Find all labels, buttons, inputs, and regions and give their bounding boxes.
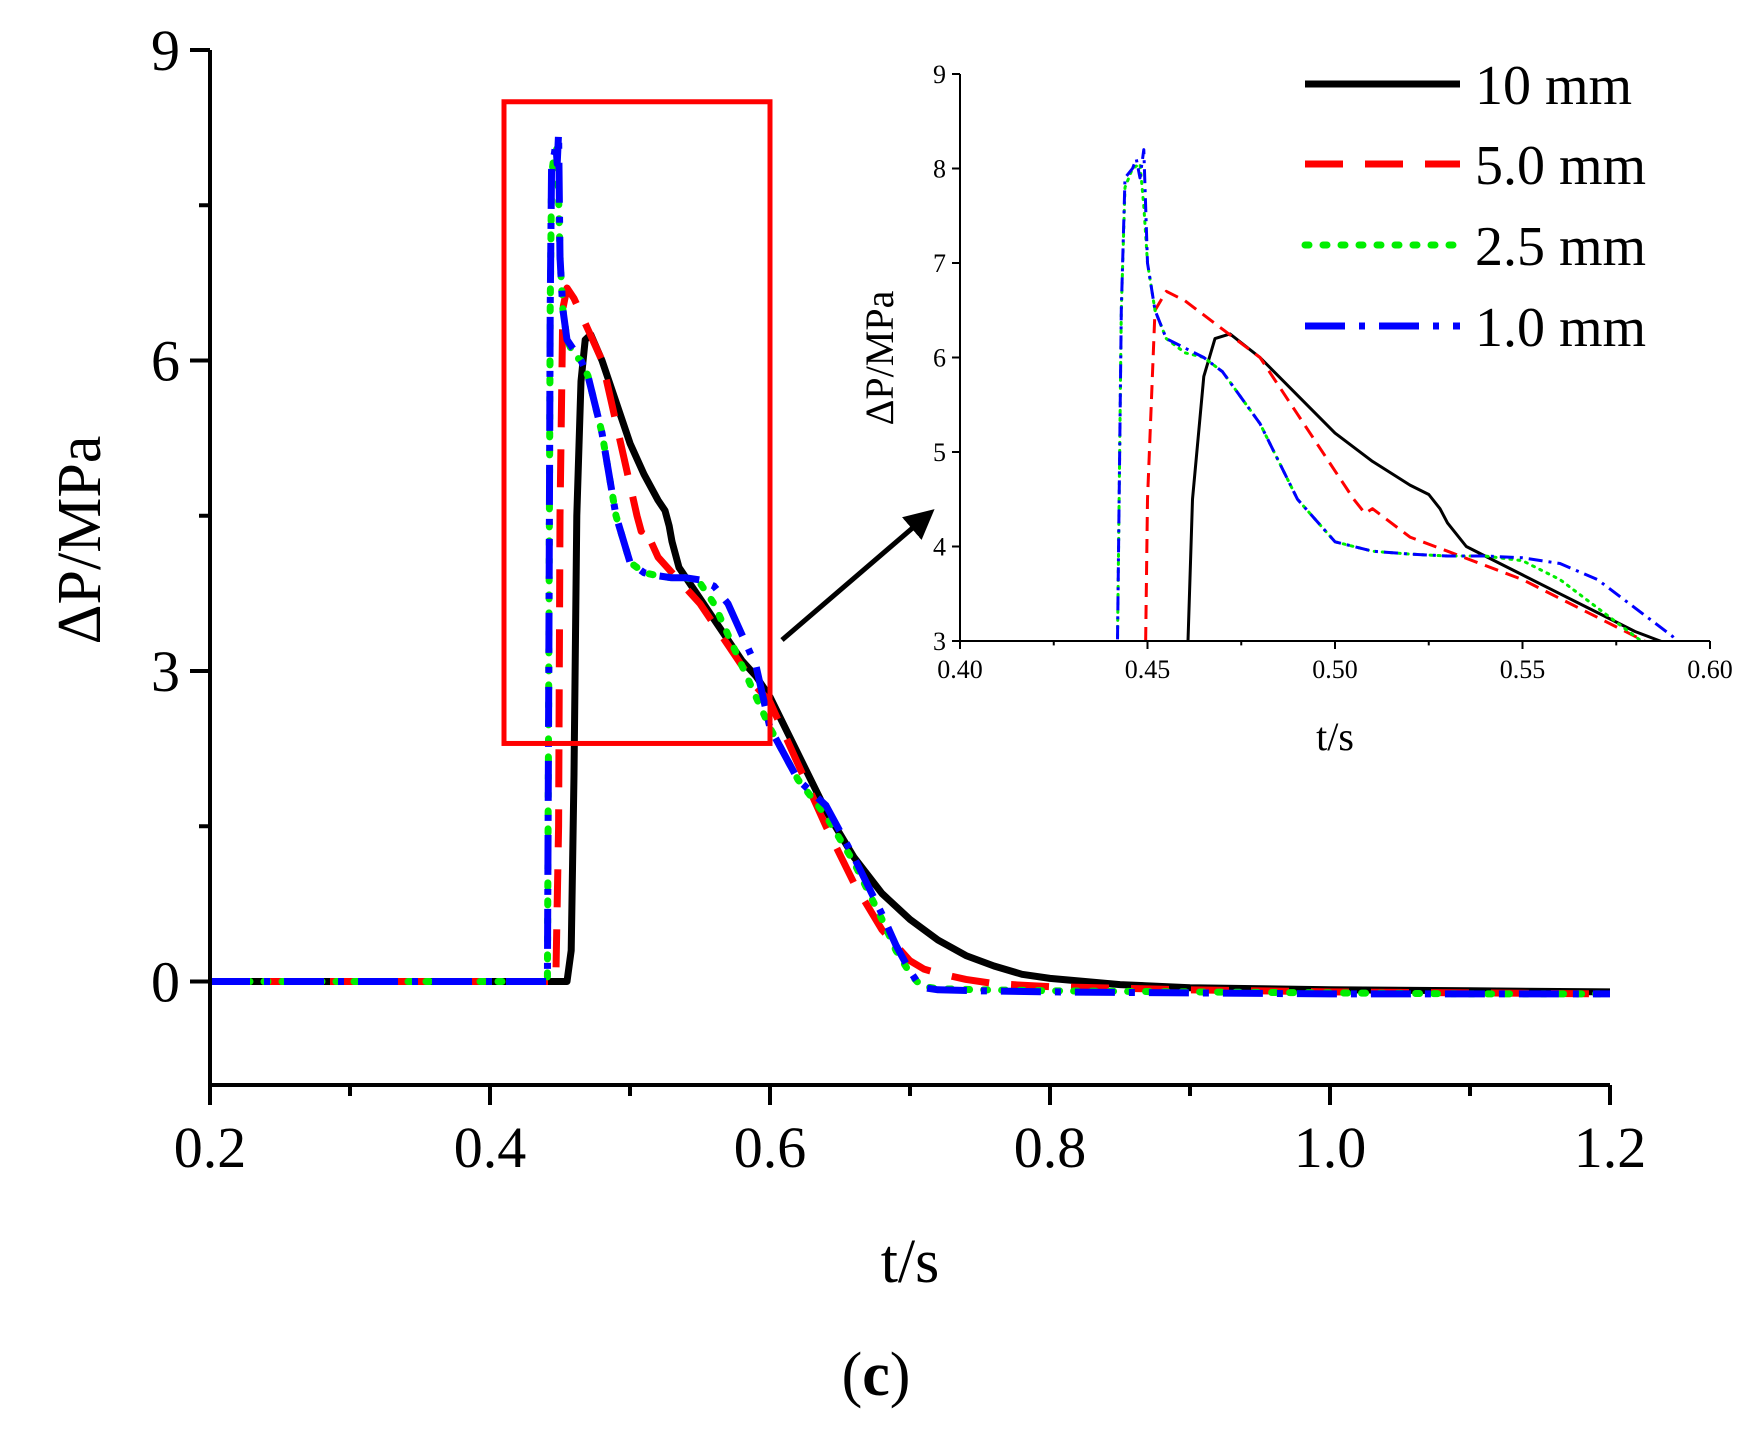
inset-x-axis-label: t/s (1316, 714, 1354, 759)
main-x-axis-label: t/s (881, 1228, 940, 1296)
inset-y-tick-label: 9 (933, 60, 946, 89)
main-x-tick-label: 1.2 (1574, 1115, 1647, 1180)
inset-tick-labels: 0.40 0.45 0.50 0.55 0.60 3 4 5 6 7 8 9 (933, 60, 1733, 684)
zoom-region-box (501, 99, 773, 746)
main-x-tick-label: 1.0 (1294, 1115, 1367, 1180)
main-y-tick-label: 6 (151, 329, 180, 394)
main-x-tick-label: 0.4 (454, 1115, 527, 1180)
panel-label: (c) (842, 1341, 911, 1409)
main-x-tick-label: 0.6 (734, 1115, 807, 1180)
main-series-line-5-0mm (210, 284, 1610, 998)
main-y-tick-label: 0 (151, 950, 180, 1015)
legend-label-5mm: 5.0 mm (1475, 135, 1646, 197)
inset-x-tick-label: 0.45 (1125, 655, 1171, 684)
main-chart: 0.2 0.4 0.6 0.8 1.0 1.2 0 3 6 9 t/s ΔP/MPa (46, 18, 1646, 1296)
legend-label-10mm: 10 mm (1475, 55, 1632, 117)
inset-y-tick-label: 6 (933, 344, 946, 373)
inset-x-tick-label: 0.60 (1687, 655, 1733, 684)
panel-label-letter: c (862, 1341, 890, 1409)
main-y-axis-label: ΔP/MPa (46, 436, 114, 645)
inset-series-line-2-5mm (1115, 162, 1644, 641)
legend: 10 mm 5.0 mm 2.5 mm 1.0 mm (1301, 55, 1646, 359)
panel-label-close: ) (890, 1341, 911, 1409)
main-y-tick-label: 9 (151, 18, 180, 83)
main-series-line-2-5mm (210, 144, 1610, 998)
inset-series-line-10mm (1186, 332, 1665, 641)
panel-label-open: ( (842, 1341, 863, 1409)
main-tick-labels: 0.2 0.4 0.6 0.8 1.0 1.2 0 3 6 9 (151, 18, 1646, 1180)
zoom-arrow (780, 509, 935, 642)
main-y-tick-label: 3 (151, 639, 180, 704)
main-series-group (210, 129, 1610, 998)
inset-x-tick-label: 0.50 (1312, 655, 1358, 684)
inset-y-tick-label: 3 (933, 627, 946, 656)
inset-y-axis-label: ΔP/MPa (857, 290, 902, 425)
main-series-line-1-0mm (210, 129, 1610, 998)
main-series-line-10mm (210, 331, 1610, 996)
main-x-tick-label: 0.2 (174, 1115, 247, 1180)
main-x-tick-label: 0.8 (1014, 1115, 1087, 1180)
inset-chart: 0.40 0.45 0.50 0.55 0.60 3 4 5 6 7 8 9 t/s ΔP/MPa (857, 60, 1733, 759)
inset-y-tick-label: 8 (933, 155, 946, 184)
inset-y-tick-label: 7 (933, 249, 946, 278)
inset-y-tick-label: 4 (933, 533, 946, 562)
inset-x-tick-label: 0.40 (937, 655, 983, 684)
inset-axes (952, 73, 1711, 649)
legend-label-1mm: 1.0 mm (1475, 297, 1646, 359)
inset-x-tick-label: 0.55 (1500, 655, 1546, 684)
inset-series-group (1115, 148, 1678, 641)
main-axes (190, 48, 1612, 1105)
inset-y-tick-label: 5 (933, 438, 946, 467)
inset-series-line-1-0mm (1115, 148, 1678, 641)
inset-series-line-5-0mm (1144, 289, 1648, 641)
legend-label-2-5mm: 2.5 mm (1475, 216, 1646, 278)
